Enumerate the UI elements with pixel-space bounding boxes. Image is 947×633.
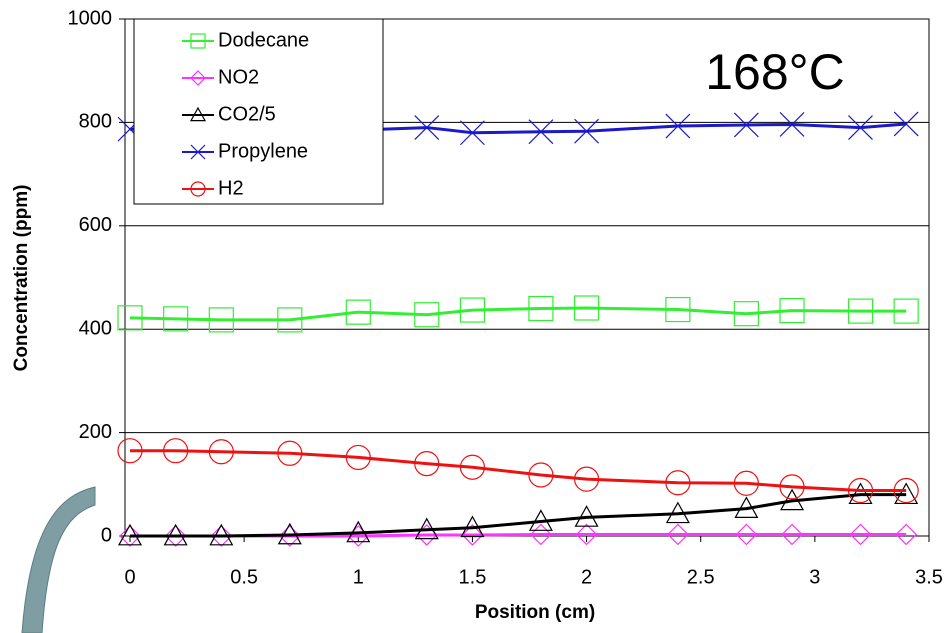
marker (893, 477, 919, 504)
marker (277, 522, 302, 545)
marker (573, 295, 600, 321)
marker (190, 181, 206, 197)
marker (414, 451, 440, 477)
marker (733, 470, 759, 496)
marker (414, 115, 440, 140)
marker (575, 523, 598, 546)
marker (779, 112, 805, 137)
marker (780, 488, 805, 511)
marker (574, 505, 599, 527)
marker (345, 444, 371, 471)
marker (735, 523, 758, 546)
marker (210, 525, 233, 547)
marker (119, 525, 141, 547)
y-tick-label: 0 (101, 524, 112, 546)
marker (414, 517, 439, 540)
series-line (130, 493, 907, 538)
legend-box (133, 18, 384, 205)
marker (460, 515, 485, 538)
marker (190, 33, 206, 49)
marker (117, 523, 143, 546)
marker (847, 298, 874, 324)
series-line (129, 306, 907, 322)
marker (189, 106, 207, 122)
marker (734, 496, 759, 518)
marker (277, 440, 303, 466)
x-tick-label: 2 (581, 566, 592, 588)
marker (346, 520, 371, 543)
marker (461, 524, 484, 546)
marker (530, 523, 552, 546)
marker (117, 305, 143, 331)
x-tick-label: 1 (353, 566, 364, 588)
marker (848, 482, 873, 505)
legend-label: Dodecane (218, 29, 309, 51)
marker (528, 295, 554, 322)
marker (665, 501, 690, 524)
marker (528, 119, 554, 145)
marker (208, 307, 234, 333)
marker (117, 438, 143, 464)
marker (163, 523, 188, 546)
legend-label: H2 (218, 177, 244, 199)
marker (190, 144, 206, 160)
series-line (130, 449, 907, 493)
marker (163, 438, 189, 464)
y-axis-label: Concentration (ppm) (11, 185, 32, 372)
marker (893, 298, 919, 324)
marker (459, 454, 486, 480)
marker (781, 523, 803, 546)
x-tick-label: 3.5 (915, 566, 943, 588)
y-tick-label: 1000 (68, 7, 113, 29)
marker (733, 301, 759, 327)
marker (779, 297, 805, 324)
decoration (21, 486, 96, 633)
y-tick-label: 400 (79, 317, 112, 339)
marker (665, 113, 691, 139)
marker (190, 70, 206, 86)
x-tick-label: 3 (809, 566, 820, 588)
marker (895, 523, 918, 546)
legend-label: CO2/5 (218, 103, 276, 125)
marker (345, 299, 371, 325)
marker (847, 477, 874, 504)
marker (163, 306, 189, 332)
marker (164, 525, 187, 547)
marker (665, 470, 691, 496)
marker (894, 482, 919, 505)
marker (278, 525, 301, 547)
marker (528, 462, 554, 488)
y-tick-label: 600 (79, 214, 112, 236)
x-tick-label: 2.5 (687, 566, 715, 588)
x-tick-label: 0.5 (230, 566, 258, 588)
chart-title: 168°C (705, 44, 845, 100)
marker (667, 523, 689, 546)
marker (733, 112, 759, 138)
legend-label: Propylene (218, 140, 308, 162)
marker (848, 115, 873, 140)
y-tick-label: 800 (79, 111, 112, 133)
marker (665, 296, 691, 323)
x-axis-label: Position (cm) (475, 602, 595, 623)
marker (459, 297, 486, 323)
x-tick-label: 1.5 (459, 566, 487, 588)
marker (849, 523, 872, 546)
x-tick-label: 0 (124, 566, 135, 588)
marker (893, 111, 919, 137)
marker (779, 474, 805, 500)
legend-label: NO2 (218, 66, 259, 88)
marker (528, 509, 553, 531)
marker (208, 439, 234, 465)
marker (460, 120, 485, 146)
marker (277, 307, 303, 333)
y-tick-label: 200 (79, 421, 112, 443)
marker (414, 302, 440, 328)
marker (573, 466, 600, 492)
marker (574, 118, 599, 144)
marker (209, 523, 234, 546)
